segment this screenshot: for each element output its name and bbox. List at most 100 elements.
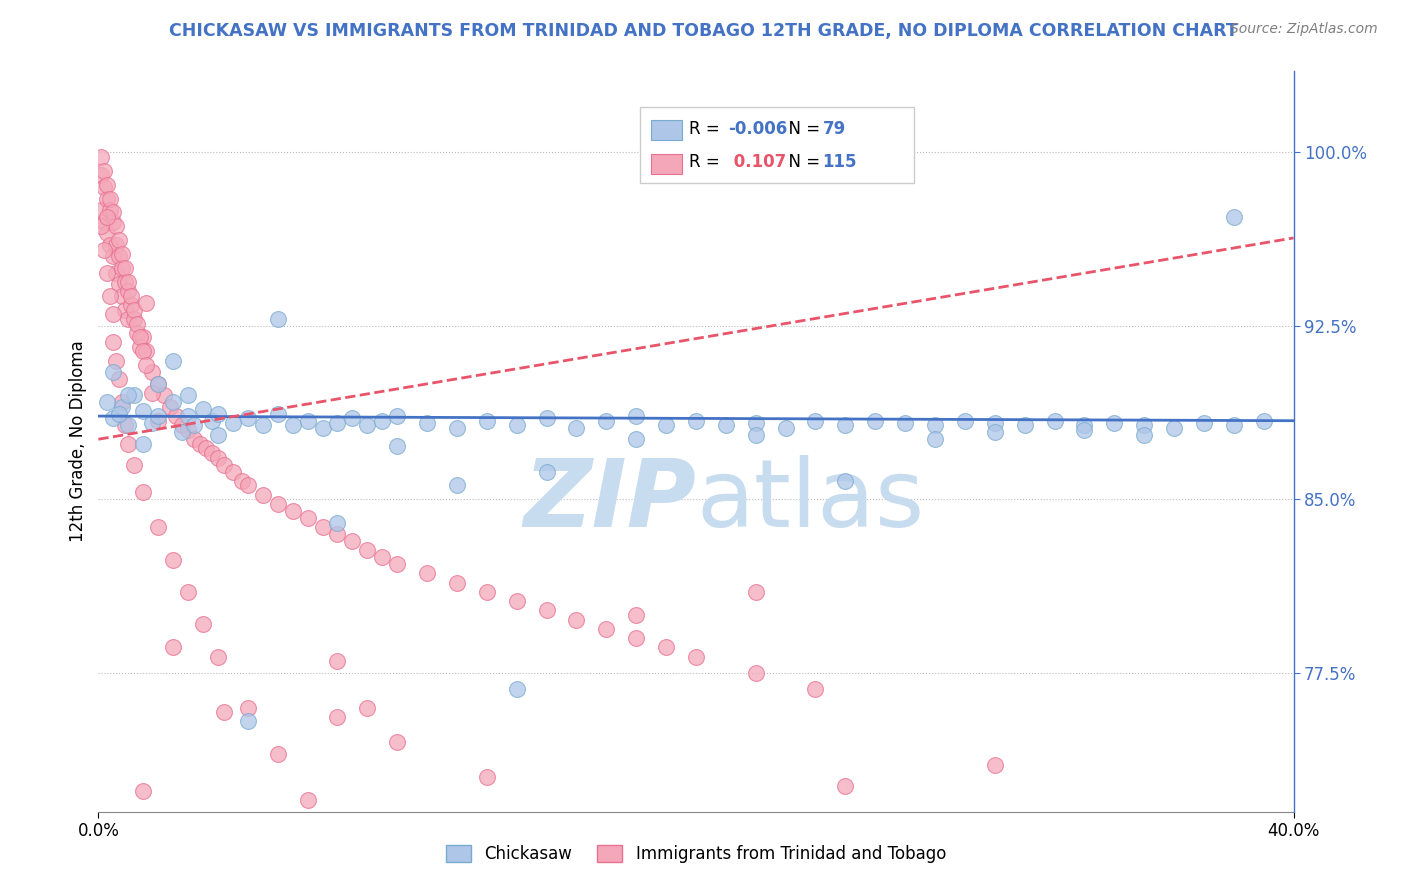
Point	[236, 478, 259, 492]
Point	[114, 260, 136, 275]
Point	[90, 203, 112, 218]
Point	[311, 420, 333, 434]
Point	[162, 552, 184, 566]
Point	[297, 414, 319, 428]
Point	[132, 784, 155, 798]
Point	[117, 437, 139, 451]
Point	[212, 705, 235, 719]
Point	[506, 418, 529, 433]
Point	[127, 317, 149, 331]
Point	[201, 414, 224, 428]
Point	[311, 520, 333, 534]
Point	[626, 432, 648, 446]
Point	[114, 418, 136, 433]
Point	[984, 758, 1007, 772]
Point	[135, 295, 157, 310]
Point	[626, 409, 648, 423]
Point	[446, 575, 468, 590]
Text: 0.107: 0.107	[728, 153, 786, 170]
Point	[98, 203, 122, 218]
Point	[111, 260, 134, 275]
Point	[111, 395, 134, 409]
Point	[124, 302, 146, 317]
Point	[1043, 414, 1066, 428]
Point	[172, 418, 194, 433]
Point	[745, 585, 768, 599]
Point	[117, 388, 139, 402]
Point	[124, 458, 146, 472]
Point	[162, 353, 184, 368]
Point	[108, 277, 131, 292]
Point	[356, 418, 378, 433]
Point	[103, 365, 125, 379]
Point	[326, 516, 349, 530]
Point	[195, 442, 218, 456]
Point	[297, 793, 319, 807]
Point	[804, 414, 827, 428]
Point	[96, 266, 118, 280]
Point	[775, 420, 797, 434]
Point	[96, 178, 118, 192]
Point	[231, 474, 253, 488]
Point	[685, 649, 707, 664]
Point	[475, 770, 498, 784]
Point	[281, 504, 304, 518]
Point	[117, 275, 139, 289]
Point	[153, 388, 176, 402]
Text: R =: R =	[689, 120, 725, 137]
Point	[177, 585, 200, 599]
Point	[416, 416, 439, 430]
Point	[1104, 416, 1126, 430]
Point	[188, 437, 211, 451]
Point	[212, 458, 235, 472]
Text: Source: ZipAtlas.com: Source: ZipAtlas.com	[1230, 22, 1378, 37]
Point	[714, 418, 737, 433]
Point	[201, 446, 224, 460]
Point	[108, 407, 131, 421]
Text: -0.006: -0.006	[728, 120, 787, 137]
Point	[103, 307, 125, 321]
Point	[1073, 418, 1095, 433]
Point	[93, 180, 115, 194]
Point	[267, 407, 290, 421]
Point	[536, 465, 558, 479]
Point	[124, 312, 146, 326]
Point	[506, 682, 529, 697]
Point	[162, 640, 184, 655]
Point	[108, 233, 131, 247]
Point	[103, 249, 125, 263]
Point	[1192, 416, 1215, 430]
Point	[834, 779, 856, 793]
Point	[804, 682, 827, 697]
Point	[385, 439, 409, 453]
Text: R =: R =	[689, 153, 725, 170]
Point	[207, 450, 229, 465]
Point	[326, 416, 349, 430]
Point	[98, 192, 122, 206]
Point	[236, 700, 259, 714]
Point	[1253, 414, 1275, 428]
Point	[103, 334, 125, 349]
Text: ZIP: ZIP	[523, 455, 696, 547]
Point	[96, 210, 118, 224]
Point	[98, 238, 122, 252]
Point	[446, 420, 468, 434]
Point	[1133, 418, 1156, 433]
Point	[655, 418, 678, 433]
Point	[385, 409, 409, 423]
Point	[105, 266, 128, 280]
Point	[655, 640, 678, 655]
Text: 79: 79	[823, 120, 846, 137]
Point	[924, 418, 946, 433]
Point	[129, 330, 152, 344]
Point	[984, 416, 1007, 430]
Point	[565, 420, 588, 434]
Point	[103, 411, 125, 425]
Point	[93, 164, 115, 178]
Point	[141, 365, 163, 379]
Point	[191, 617, 214, 632]
Point	[446, 478, 468, 492]
Point	[114, 275, 136, 289]
Point	[103, 215, 125, 229]
Point	[207, 649, 229, 664]
